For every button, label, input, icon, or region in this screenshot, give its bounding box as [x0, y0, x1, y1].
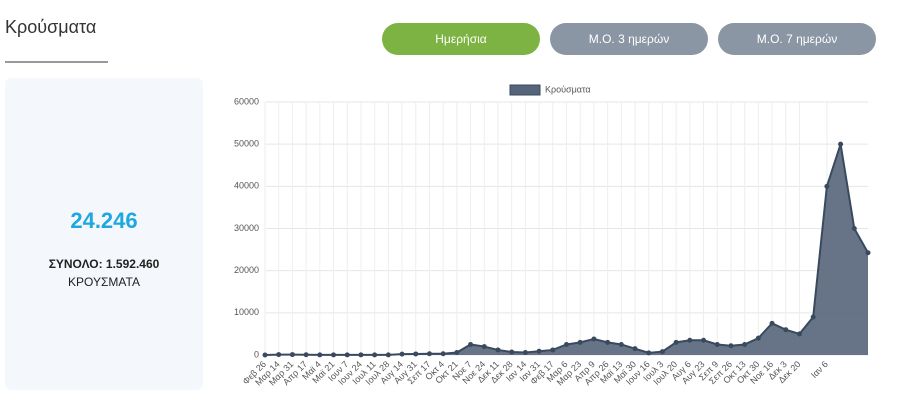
- point: [509, 349, 515, 355]
- summary-value: 24.246: [70, 208, 137, 233]
- point: [344, 352, 350, 358]
- point: [714, 341, 720, 347]
- summary-total: ΣΥΝΟΛΟ: 1.592.460: [49, 257, 160, 271]
- page-title: Κρούσματα: [5, 17, 96, 37]
- point: [687, 337, 693, 343]
- point: [317, 352, 323, 358]
- point: [358, 352, 364, 358]
- point: [564, 341, 569, 347]
- point: [810, 314, 816, 320]
- point: [591, 336, 597, 342]
- y-tick-label: 10000: [234, 307, 259, 317]
- tab-button[interactable]: [718, 23, 876, 55]
- point: [303, 352, 309, 358]
- point: [605, 339, 611, 345]
- point: [262, 352, 268, 358]
- y-tick-label: 50000: [234, 139, 259, 149]
- point: [385, 352, 391, 358]
- point: [618, 341, 624, 347]
- point: [399, 351, 405, 357]
- point: [481, 344, 487, 350]
- point: [796, 331, 802, 337]
- point: [783, 327, 789, 333]
- tab-button[interactable]: [550, 23, 708, 55]
- point: [536, 348, 542, 354]
- y-tick-label: 0: [254, 349, 259, 359]
- tab-button-label[interactable]: Μ.Ο. 3 ημερών: [589, 32, 669, 46]
- x-tick-label: Ιαν 6: [809, 359, 830, 380]
- point: [413, 351, 419, 357]
- point: [838, 141, 844, 147]
- point: [495, 347, 501, 353]
- tab-button-label[interactable]: Ημερήσια: [435, 32, 487, 46]
- y-tick-label: 40000: [234, 181, 259, 191]
- legend-label: Κρούσματα: [545, 84, 591, 94]
- tab-button[interactable]: [382, 23, 540, 55]
- y-tick-label: 60000: [234, 96, 259, 106]
- point: [454, 349, 460, 355]
- y-tick-label: 20000: [234, 265, 259, 275]
- point: [742, 341, 748, 347]
- point: [550, 347, 556, 353]
- point: [276, 352, 282, 358]
- point: [673, 339, 679, 345]
- tab-button-label[interactable]: Μ.Ο. 7 ημερών: [757, 32, 837, 46]
- legend-swatch: [509, 84, 541, 96]
- summary-panel: [5, 78, 203, 390]
- point: [289, 352, 295, 358]
- point: [468, 341, 474, 347]
- point: [440, 351, 446, 357]
- y-tick-label: 30000: [234, 223, 259, 233]
- point: [331, 352, 337, 358]
- point: [728, 343, 734, 349]
- summary-label: ΚΡΟΥΣΜΑΤΑ: [68, 275, 140, 289]
- point: [659, 349, 665, 355]
- point: [755, 335, 761, 341]
- point: [372, 352, 378, 358]
- point: [769, 320, 775, 326]
- point: [646, 350, 652, 356]
- point: [426, 351, 432, 357]
- area: [265, 144, 868, 355]
- point: [865, 250, 871, 256]
- point: [577, 339, 583, 345]
- point: [851, 226, 857, 231]
- point: [824, 183, 830, 189]
- point: [701, 337, 707, 343]
- point: [522, 349, 528, 355]
- point: [632, 346, 638, 352]
